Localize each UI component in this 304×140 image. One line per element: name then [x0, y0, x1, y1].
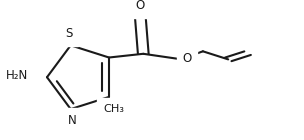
Text: O: O [182, 52, 192, 65]
Text: H₂N: H₂N [5, 69, 28, 82]
Text: O: O [136, 0, 145, 12]
Text: N: N [68, 114, 77, 127]
Text: S: S [65, 27, 73, 40]
Text: CH₃: CH₃ [103, 104, 124, 114]
